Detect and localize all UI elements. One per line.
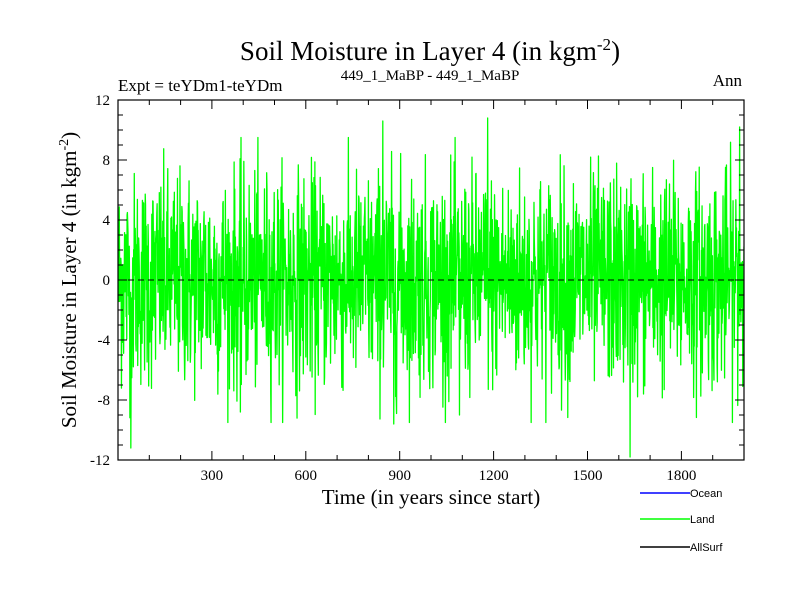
- x-tick-label: 900: [388, 468, 411, 484]
- legend-label-allsurf: AllSurf: [690, 542, 723, 554]
- x-tick-label: 1500: [573, 468, 603, 484]
- legend-label-ocean: Ocean: [690, 488, 722, 500]
- y-tick-label: -4: [98, 333, 111, 349]
- x-axis-label: Time (in years since start): [322, 485, 541, 509]
- y-axis-label: Soil Moisture in Layer 4 (in kgm-2): [57, 132, 81, 428]
- x-tick-label: 300: [201, 468, 224, 484]
- experiment-label: Expt = teYDm1-teYDm: [118, 76, 282, 95]
- season-label: Ann: [713, 71, 743, 90]
- axis-ticks: 300 600 900 1200 1500 1800 -12 -8 -4 0 4 8 12: [90, 93, 744, 484]
- x-tick-label: 1800: [666, 468, 696, 484]
- y-tick-label: -12: [90, 453, 110, 469]
- series-line-land: [118, 117, 744, 458]
- legend: Ocean Land AllSurf: [640, 488, 723, 554]
- y-tick-label: 12: [95, 93, 110, 109]
- x-tick-label: 1200: [479, 468, 509, 484]
- chart-title: Soil Moisture in Layer 4 (in kgm-2): [240, 35, 620, 66]
- y-tick-label: 0: [103, 273, 111, 289]
- y-tick-label: -8: [98, 393, 111, 409]
- y-tick-label: 4: [103, 213, 111, 229]
- legend-label-land: Land: [690, 514, 714, 526]
- experiment-period-label: 449_1_MaBP - 449_1_MaBP: [341, 68, 520, 84]
- y-tick-label: 8: [103, 153, 111, 169]
- x-tick-label: 600: [295, 468, 318, 484]
- series-layer: [118, 117, 744, 458]
